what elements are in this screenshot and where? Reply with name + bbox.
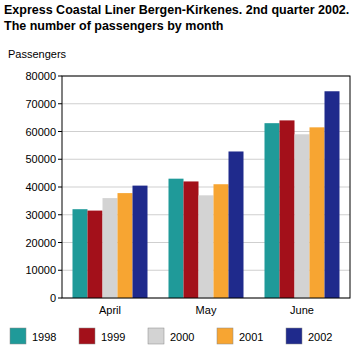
y-tick-label: 0 xyxy=(50,292,56,304)
y-label: Passengers xyxy=(8,48,67,60)
y-tick xyxy=(58,103,62,104)
y-tick-label: 20000 xyxy=(25,237,56,249)
legend-swatch xyxy=(79,328,95,344)
legend-swatch xyxy=(286,328,302,344)
bar xyxy=(73,209,88,298)
y-tick xyxy=(58,214,62,215)
bar xyxy=(295,134,310,298)
plot-frame xyxy=(62,76,350,298)
bar xyxy=(325,91,340,298)
legend-swatch xyxy=(148,328,164,344)
legend-label: 1998 xyxy=(32,331,56,343)
y-tick xyxy=(58,159,62,160)
bar xyxy=(199,195,214,298)
y-tick-label: 60000 xyxy=(25,126,56,138)
bar xyxy=(184,181,199,298)
title: Express Coastal Liner Bergen-Kirkenes. 2… xyxy=(4,2,352,34)
bar xyxy=(280,120,295,298)
legend-label: 2002 xyxy=(308,331,332,343)
x-tick-label: June xyxy=(290,304,314,316)
bar xyxy=(88,211,103,298)
bar xyxy=(103,198,118,298)
bar xyxy=(214,184,229,298)
x-tick-label: May xyxy=(196,304,217,316)
bar xyxy=(310,127,325,298)
grid-line xyxy=(62,131,350,132)
legend-swatch xyxy=(10,328,26,344)
y-tick-label: 70000 xyxy=(25,98,56,110)
y-tick xyxy=(58,187,62,188)
y-tick-label: 50000 xyxy=(25,153,56,165)
bar xyxy=(169,179,184,298)
bar xyxy=(133,186,148,298)
y-tick xyxy=(58,131,62,132)
y-tick xyxy=(58,76,62,77)
bar xyxy=(118,193,133,298)
y-tick xyxy=(58,270,62,271)
y-tick-label: 10000 xyxy=(25,264,56,276)
y-tick xyxy=(58,298,62,299)
y-tick-label: 80000 xyxy=(25,70,56,82)
bar xyxy=(265,123,280,298)
y-tick-label: 30000 xyxy=(25,209,56,221)
y-tick-label: 40000 xyxy=(25,181,56,193)
x-tick-label: April xyxy=(99,304,121,316)
y-tick xyxy=(58,242,62,243)
legend-label: 1999 xyxy=(101,331,125,343)
bars xyxy=(73,91,340,298)
legend-label: 2001 xyxy=(239,331,263,343)
legend-swatch xyxy=(217,328,233,344)
bar xyxy=(229,151,244,298)
grid-line xyxy=(62,103,350,104)
legend-label: 2000 xyxy=(170,331,194,343)
